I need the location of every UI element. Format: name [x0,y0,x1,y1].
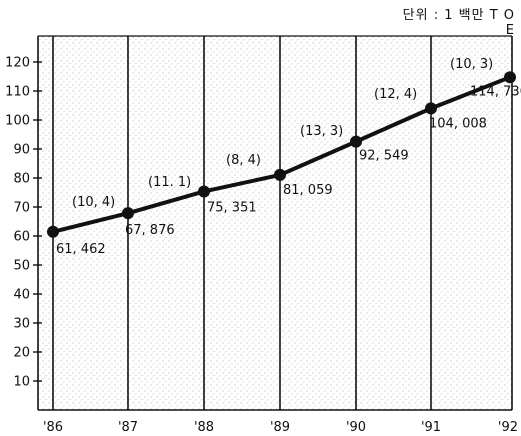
y-tick-label: 80 [13,172,30,187]
growth-label: (10, 4) [72,195,115,210]
x-tick-label: '88 [194,420,214,435]
data-point [122,207,134,220]
data-point [504,71,516,84]
y-tick-label: 90 [13,143,30,158]
y-tick-label: 40 [13,288,30,303]
data-point [425,102,437,115]
y-tick-label: 30 [13,317,30,332]
x-tick-label: '87 [118,420,138,435]
value-label: 104, 008 [429,116,487,131]
x-tick-label: '91 [421,420,441,435]
growth-label: (13, 3) [300,124,343,139]
y-tick-label: 10 [13,375,30,390]
value-label: 61, 462 [56,242,106,257]
y-tick-label: 20 [13,346,30,361]
data-point [47,225,59,238]
value-label: 81, 059 [283,183,333,198]
value-label: 92, 549 [359,149,409,164]
x-tick-label: '90 [346,420,366,435]
y-tick-label: 50 [13,259,30,274]
plot-area [38,36,512,410]
x-tick-label: '92 [498,420,518,435]
y-tick-label: 120 [5,56,30,71]
y-tick-label: 70 [13,201,30,216]
growth-label: (10, 3) [450,57,493,72]
data-point [198,185,210,198]
data-point [350,135,362,148]
growth-label: (11. 1) [148,175,191,190]
y-tick-label: 110 [5,85,30,100]
value-label: 75, 351 [207,200,257,215]
y-tick-label: 60 [13,230,30,245]
growth-label: (12, 4) [374,87,417,102]
y-tick-label: 100 [5,114,30,129]
data-point [274,168,286,181]
x-tick-label: '86 [43,420,63,435]
growth-label: (8, 4) [226,153,261,168]
x-tick-label: '89 [270,420,290,435]
unit-label: 단위 : 1 백만 T O E [402,8,515,38]
value-label: 114, 736 [470,84,521,99]
value-label: 67, 876 [125,223,175,238]
